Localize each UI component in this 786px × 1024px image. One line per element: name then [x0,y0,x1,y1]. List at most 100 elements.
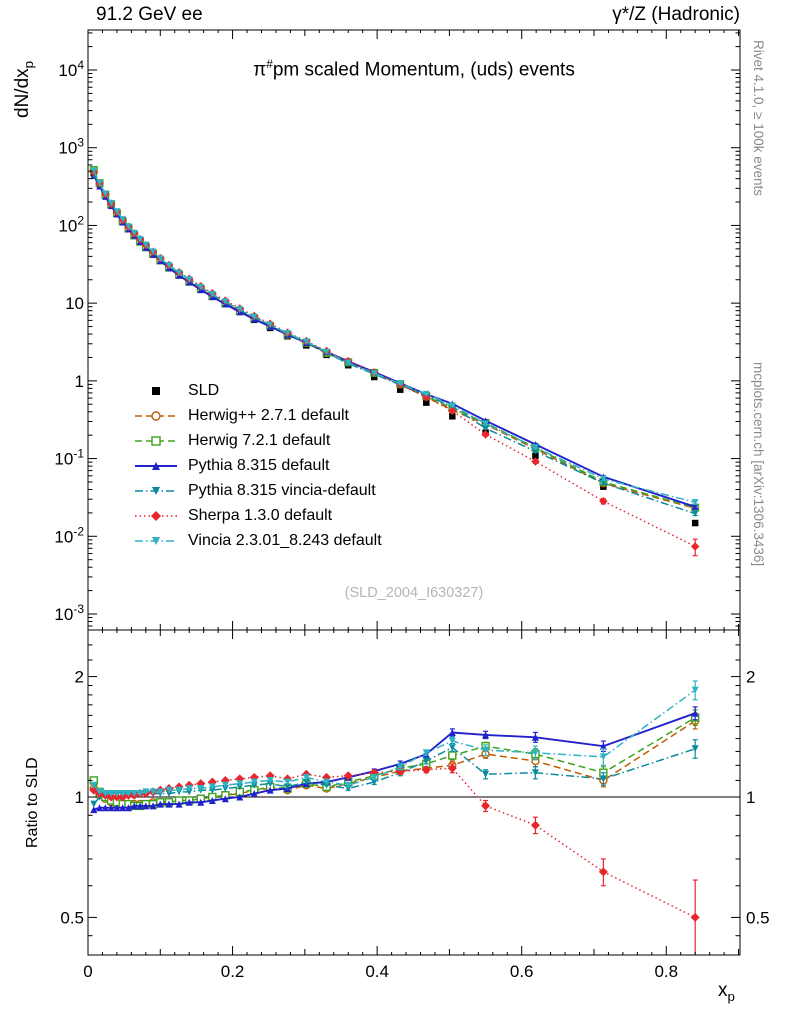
marker-triangle-down [102,190,109,198]
legend-swatch [135,536,177,545]
marker-triangle-down [149,788,157,796]
marker-diamond [448,406,457,415]
marker-diamond [481,430,490,439]
main-y-axis-label-sub: p [20,60,36,69]
legend-label: Vincia 2.3.01_8.243 default [188,531,382,549]
marker-triangle-up [165,800,173,808]
marker-triangle-down [152,536,160,545]
marker-triangle-down [165,262,173,269]
marker-triangle-down [482,746,490,754]
marker-triangle-up [691,503,699,511]
legend-swatch [135,410,177,421]
beam-energy-label: 91.2 GeV ee [96,4,203,25]
legend-item-pythia-8-315-vincia-default: Pythia 8.315 vincia-default [134,478,382,503]
marker-triangle-down [157,255,164,262]
rivet-version-note: Rivet 4.1.0, ≥ 100k events [751,40,766,196]
marker-triangle-down [165,786,173,794]
marker-triangle-down [101,790,109,798]
legend-item-sherpa-1-3-0-default: Sherpa 1.3.0 default [134,503,382,528]
marker-triangle-down [90,800,98,808]
tick-label: 10-2 [54,524,84,546]
ratio-series-herwig-2-7-1-default [89,712,700,809]
marker-triangle-down [175,269,183,277]
marker-diamond [421,765,431,775]
marker-triangle-up [482,731,490,739]
legend-swatch [135,461,177,470]
marker-triangle-down [113,790,121,798]
marker-triangle-down [482,770,490,778]
plot-title-sup: # [266,58,273,71]
marker-triangle-down [600,479,607,487]
marker-triangle-up [197,798,205,806]
legend-label: Pythia 8.315 default [188,456,330,474]
marker-triangle-down [423,390,430,398]
marker-triangle-up [175,800,183,808]
marker-triangle-down [691,499,699,506]
marker-triangle-down [185,276,193,283]
main-panel-series [89,166,700,557]
marker-triangle-down [96,788,104,796]
marker-triangle-down [691,510,699,517]
ratio-panel-frame [87,629,741,956]
marker-triangle-up [119,804,127,812]
marker-triangle-up [156,800,164,808]
mcplots-reference-note: mcplots.cern.ch [arXiv:1306.3436] [751,362,766,567]
marker-diamond [531,457,540,466]
tick-label: 102 [58,213,84,235]
marker-square [152,386,160,395]
marker-triangle-up [448,728,456,736]
marker-triangle-down [266,321,274,328]
marker-triangle-down [532,444,539,451]
legend-item-sld: SLD [134,378,382,403]
tick-label: 0.5 [60,908,84,927]
axis-ticks [87,30,740,955]
marker-diamond [343,771,353,781]
marker-triangle-up [136,802,144,810]
marker-triangle-up [236,793,244,801]
tick-label: 0.4 [365,962,389,981]
process-label: γ*/Z (Hadronic) [612,4,740,25]
marker-triangle-down [149,248,157,256]
marker-triangle-down [175,786,183,794]
marker-triangle-down [124,790,132,798]
tick-label: 2 [75,668,84,687]
marker-triangle-down [236,306,244,313]
marker-triangle-down [323,348,330,356]
marker-triangle-up [142,802,150,810]
marker-triangle-down [107,790,115,798]
marker-triangle-down [119,790,127,798]
marker-triangle-up [107,804,115,812]
marker-triangle-down [107,199,115,207]
marker-triangle-down [236,780,244,788]
marker-triangle-down [448,737,456,745]
tick-label: 1 [746,788,755,807]
marker-triangle-down [266,776,274,784]
marker-triangle-down [422,749,430,757]
marker-triangle-down [136,236,144,243]
marker-diamond [422,393,431,402]
marker-diamond [151,510,161,521]
tick-label: 1 [75,788,84,807]
marker-square-open [151,435,161,446]
marker-triangle-up [130,802,138,810]
marker-triangle-down [599,753,607,761]
marker-triangle-down [221,781,229,789]
tick-label: 2 [746,668,755,687]
series-vincia-2-3-01-8-243-default [90,167,699,506]
marker-diamond [530,820,540,830]
marker-triangle-up [185,798,193,806]
marker-triangle-down [284,783,292,791]
marker-triangle-down [197,283,205,291]
marker-triangle-up [250,790,258,798]
plot-title: π#pm scaled Momentum, (uds) events [88,58,740,81]
marker-diamond [447,763,457,773]
marker-diamond [598,867,608,877]
marker-triangle-down [284,330,291,337]
marker-triangle-down [152,486,160,495]
legend-swatch [135,486,177,495]
marker-triangle-down [531,749,539,757]
legend-item-herwig-7-2-1-default: Herwig 7.2.1 default [134,428,382,453]
marker-square [423,399,430,406]
